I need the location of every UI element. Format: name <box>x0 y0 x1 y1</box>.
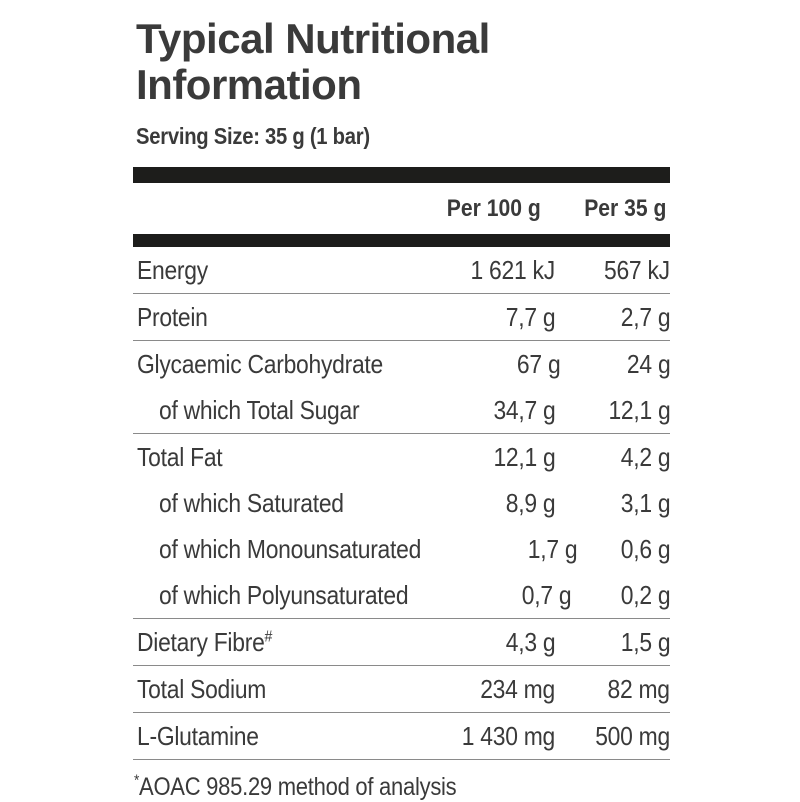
row-value-per100g: 67 g <box>516 348 561 379</box>
table-row-saturated: of which Saturated 8,9 g 3,1 g <box>133 480 670 526</box>
row-value-per35g: 82 mg <box>607 673 671 704</box>
row-label: Protein <box>137 301 208 332</box>
row-value-per100g: 7,7 g <box>505 301 555 332</box>
column-header-per-35g: Per 35 g <box>583 194 666 222</box>
row-value-per100g: 0,7 g <box>521 579 572 610</box>
serving-size: Serving Size: 35 g (1 bar) <box>136 123 370 149</box>
table-row-total-sodium: Total Sodium 234 mg 82 mg <box>133 666 670 713</box>
table-row-monounsaturated: of which Monounsaturated 1,7 g 0,6 g <box>133 526 670 572</box>
table-row-l-glutamine: L-Glutamine 1 430 mg 500 mg <box>133 713 670 760</box>
row-label: L-Glutamine <box>137 720 259 751</box>
row-value-per35g: 500 mg <box>595 720 670 751</box>
divider-bar-top <box>133 167 670 183</box>
row-label: Glycaemic Carbohydrate <box>137 348 383 379</box>
table-row-total-fat: Total Fat 12,1 g 4,2 g <box>133 434 670 480</box>
divider-bar-header <box>133 234 670 247</box>
row-label: Total Fat <box>137 441 223 472</box>
row-value-per100g: 8,9 g <box>505 487 555 518</box>
row-value-per35g: 0,6 g <box>620 533 670 564</box>
row-value-per100g: 1 430 mg <box>461 720 556 751</box>
table-row-protein: Protein 7,7 g 2,7 g <box>133 294 670 341</box>
row-value-per35g: 0,2 g <box>620 579 670 610</box>
table-row-dietary-fibre: Dietary Fibre# 4,3 g 1,5 g <box>133 619 670 666</box>
row-value-per35g: 567 kJ <box>604 254 670 285</box>
row-label: Total Sodium <box>137 673 267 704</box>
row-value-per35g: 1,5 g <box>620 626 670 657</box>
row-value-per35g: 2,7 g <box>620 301 670 332</box>
footnote-text: AOAC 985.29 method of analysis <box>139 773 457 801</box>
row-value-per100g: 1,7 g <box>527 533 578 564</box>
table-row-polyunsaturated: of which Polyunsaturated 0,7 g 0,2 g <box>133 572 670 619</box>
column-header-per-100g: Per 100 g <box>447 194 541 222</box>
row-value-per100g: 234 mg <box>480 673 555 704</box>
row-value-per100g: 1 621 kJ <box>470 254 556 285</box>
footnote: *AOAC 985.29 method of analysis <box>134 773 670 802</box>
column-header-row: Per 100 g Per 35 g <box>133 183 670 234</box>
row-label: Dietary Fibre# <box>137 626 273 657</box>
row-label: of which Polyunsaturated <box>159 579 409 610</box>
row-value-per35g: 3,1 g <box>620 487 670 518</box>
table-row-total-sugar: of which Total Sugar 34,7 g 12,1 g <box>133 387 670 434</box>
row-value-per35g: 24 g <box>626 348 671 379</box>
row-label: of which Saturated <box>159 487 344 518</box>
footnote-reference-mark: # <box>264 626 273 645</box>
row-label: of which Total Sugar <box>159 394 360 425</box>
footnote-marker: * <box>134 772 140 790</box>
row-value-per35g: 4,2 g <box>620 441 670 472</box>
table-row-energy: Energy 1 621 kJ 567 kJ <box>133 247 670 294</box>
nutrition-panel: Typical Nutritional Information Serving … <box>133 16 670 802</box>
row-value-per100g: 34,7 g <box>492 394 555 425</box>
row-value-per35g: 12,1 g <box>607 394 670 425</box>
row-value-per100g: 4,3 g <box>505 626 555 657</box>
row-label: Energy <box>137 254 208 285</box>
row-label: of which Monounsaturated <box>159 533 422 564</box>
table-row-glycaemic-carbohydrate: Glycaemic Carbohydrate 67 g 24 g <box>133 341 670 387</box>
page-title: Typical Nutritional Information <box>136 15 490 108</box>
row-value-per100g: 12,1 g <box>492 441 555 472</box>
